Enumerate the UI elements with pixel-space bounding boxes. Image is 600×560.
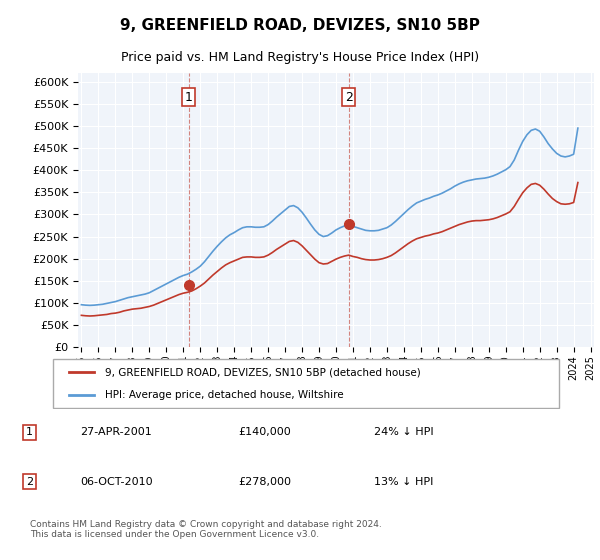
Text: 24% ↓ HPI: 24% ↓ HPI	[374, 427, 433, 437]
Text: 1: 1	[26, 427, 33, 437]
Text: £140,000: £140,000	[238, 427, 291, 437]
Text: 27-APR-2001: 27-APR-2001	[80, 427, 152, 437]
Text: 9, GREENFIELD ROAD, DEVIZES, SN10 5BP (detached house): 9, GREENFIELD ROAD, DEVIZES, SN10 5BP (d…	[105, 367, 421, 377]
Text: 2: 2	[345, 91, 353, 104]
Text: Contains HM Land Registry data © Crown copyright and database right 2024.
This d: Contains HM Land Registry data © Crown c…	[29, 520, 382, 539]
FancyBboxPatch shape	[53, 360, 559, 408]
Text: Price paid vs. HM Land Registry's House Price Index (HPI): Price paid vs. HM Land Registry's House …	[121, 51, 479, 64]
Text: 9, GREENFIELD ROAD, DEVIZES, SN10 5BP: 9, GREENFIELD ROAD, DEVIZES, SN10 5BP	[120, 18, 480, 33]
Text: £278,000: £278,000	[238, 477, 292, 487]
Text: 06-OCT-2010: 06-OCT-2010	[80, 477, 153, 487]
Text: 13% ↓ HPI: 13% ↓ HPI	[374, 477, 433, 487]
Text: 1: 1	[185, 91, 193, 104]
Text: HPI: Average price, detached house, Wiltshire: HPI: Average price, detached house, Wilt…	[105, 390, 343, 400]
Text: 2: 2	[26, 477, 33, 487]
